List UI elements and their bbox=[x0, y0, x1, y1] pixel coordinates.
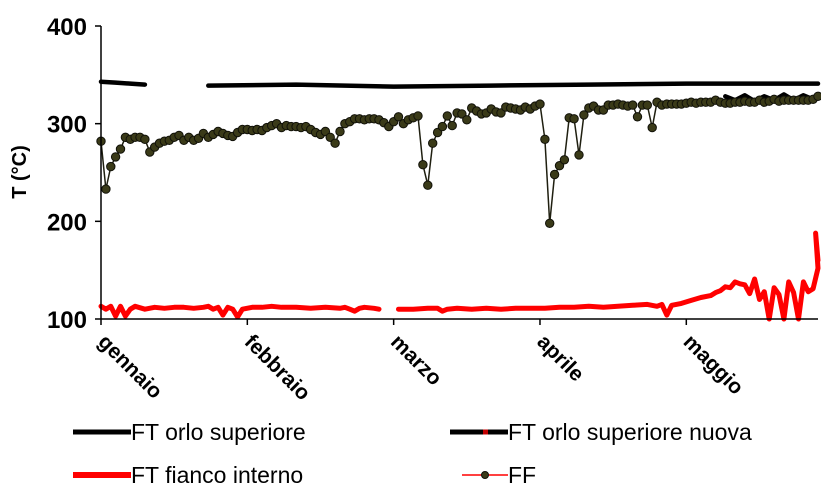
series-ff bbox=[96, 91, 821, 229]
data-point bbox=[559, 155, 570, 165]
data-point bbox=[413, 111, 423, 121]
x-tick-label: maggio bbox=[679, 330, 748, 399]
legend: FT orlo superiore FT orlo superiore nuova… bbox=[73, 419, 752, 488]
series-ft-orlo-superiore bbox=[98, 79, 821, 89]
legend-marker bbox=[481, 471, 489, 479]
x-tick-label: gennaio bbox=[93, 330, 166, 403]
y-tick-label: 400 bbox=[47, 14, 87, 41]
series-line bbox=[206, 81, 821, 89]
data-point bbox=[101, 184, 111, 194]
data-point bbox=[579, 110, 589, 120]
data-point bbox=[418, 160, 428, 170]
data-point bbox=[647, 122, 657, 133]
data-point bbox=[569, 114, 579, 124]
legend-marker bbox=[483, 429, 488, 435]
data-point bbox=[628, 100, 638, 110]
data-point bbox=[554, 161, 565, 171]
data-point bbox=[535, 99, 545, 109]
series-line bbox=[98, 303, 382, 320]
data-point bbox=[335, 126, 345, 137]
data-point bbox=[423, 180, 433, 190]
x-tick-label: febbraio bbox=[240, 330, 315, 405]
axes: 100 200 300 400 gennaio febbraio marzo aprile ma… bbox=[47, 14, 818, 405]
data-point bbox=[110, 152, 121, 162]
legend-label: FT orlo superiore nuova bbox=[508, 419, 752, 445]
data-point bbox=[457, 109, 467, 119]
legend-item: FF bbox=[462, 462, 536, 488]
legend-item: FT fianco interno bbox=[73, 462, 303, 488]
legend-label: FT orlo superiore bbox=[131, 419, 306, 445]
legend-item: FT orlo superiore bbox=[73, 419, 306, 445]
data-point bbox=[437, 121, 448, 132]
x-tick-label: aprile bbox=[532, 330, 588, 386]
data-point bbox=[642, 100, 652, 110]
legend-item: FT orlo superiore nuova bbox=[450, 419, 752, 445]
x-tick-label: marzo bbox=[386, 330, 446, 390]
data-point bbox=[462, 115, 472, 125]
data-point bbox=[549, 169, 560, 180]
data-point bbox=[442, 111, 452, 121]
y-tick-label: 100 bbox=[47, 307, 87, 334]
plot-area bbox=[96, 79, 821, 322]
data-point bbox=[545, 218, 555, 229]
data-point bbox=[140, 134, 150, 145]
data-point bbox=[447, 120, 457, 131]
data-point bbox=[813, 91, 821, 101]
data-point bbox=[106, 161, 116, 172]
data-point bbox=[325, 132, 335, 143]
data-point bbox=[428, 138, 438, 148]
data-point bbox=[115, 144, 126, 154]
data-point bbox=[330, 138, 340, 148]
legend-label: FT fianco interno bbox=[131, 462, 303, 488]
series-line bbox=[98, 79, 148, 87]
data-point bbox=[393, 112, 404, 122]
y-tick-label: 300 bbox=[47, 112, 87, 139]
data-point bbox=[540, 134, 550, 145]
data-point bbox=[632, 112, 643, 122]
y-tick-label: 200 bbox=[47, 209, 87, 236]
series-ft-fianco-interno bbox=[98, 230, 821, 322]
legend-label: FF bbox=[508, 462, 536, 488]
data-point bbox=[574, 150, 584, 160]
y-axis-label: T (°C) bbox=[9, 145, 31, 199]
series-line bbox=[396, 230, 821, 322]
